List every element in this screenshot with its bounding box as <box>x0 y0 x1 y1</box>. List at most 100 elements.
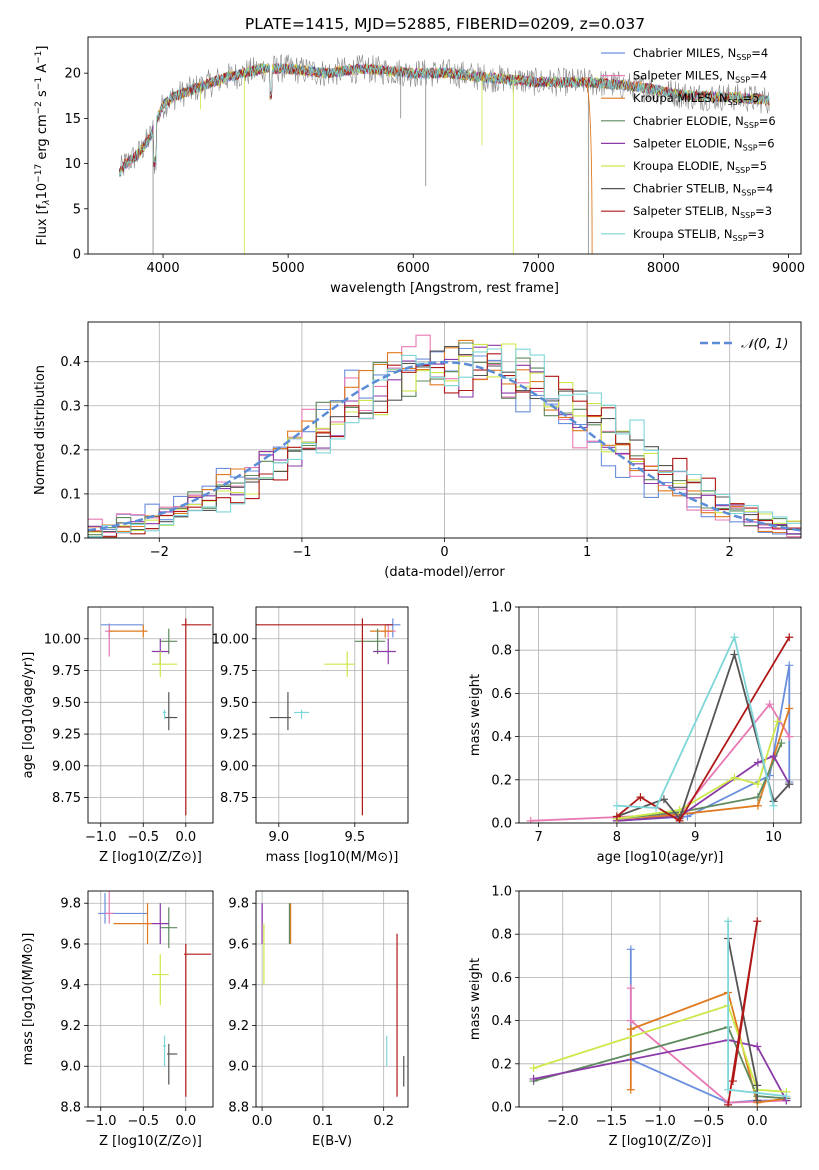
weight-line-kroupa_elodie <box>533 1004 787 1093</box>
legend-label-gaussian: 𝒩(0, 1) <box>741 337 788 352</box>
y-tick-label: 9.0 <box>228 1060 249 1075</box>
x-tick-label: 9 <box>691 830 699 845</box>
y-tick-label: 8.75 <box>220 791 249 806</box>
x-tick-label: 0.1 <box>313 1114 334 1129</box>
weight-marker-salpeter_miles <box>626 1016 635 1025</box>
weight-marker-salpeter_miles <box>526 816 535 823</box>
legend-label-salpeter_miles: Salpeter MILES, NSSP=4 <box>633 69 767 85</box>
y-axis-label: age [log10(age/yr)] <box>21 652 36 779</box>
y-tick-label: 9.0 <box>60 1060 81 1075</box>
chart-residuals: −2 −1 0 1 2 0.0 0.1 0.2 0.3 0.4 (data-model)/error… <box>33 321 802 580</box>
weight-marker-salpeter_miles <box>785 732 794 741</box>
chart-age_vs_mass: 9.0 9.5 8.75 9.00 9.25 9.50 9.75 10.00 mass [log… <box>212 606 409 865</box>
y-tick-label: 10.00 <box>44 632 81 647</box>
axes-frame <box>87 606 214 824</box>
x-tick-label: 7000 <box>522 261 555 276</box>
x-tick-label: −0.5 <box>127 830 159 845</box>
y-tick-label: 1.0 <box>491 885 512 900</box>
y-tick-label: 8.75 <box>52 791 81 806</box>
weight-marker-kroupa_stelib <box>612 801 621 810</box>
chart-mass_vs_ebv: 0.0 0.1 0.2 8.8 9.0 9.2 9.4 9.6 9.8 E(B-V) <box>228 890 409 1149</box>
y-tick-label: 9.6 <box>60 937 81 952</box>
x-tick-label: 0.0 <box>252 1114 273 1129</box>
x-tick-label: 4000 <box>147 261 180 276</box>
x-tick-label: 9.0 <box>268 830 289 845</box>
histogram-kroupa_stelib <box>88 348 801 538</box>
weight-marker-kroupa_stelib <box>769 801 778 810</box>
x-axis-label: wavelength [Angstrom, rest frame] <box>330 281 559 296</box>
y-tick-label: 0.0 <box>60 532 81 547</box>
weight-marker-salpeter_stelib <box>724 1100 733 1107</box>
y-tick-label: 0.6 <box>491 971 512 986</box>
y-tick-label: 0.1 <box>60 487 81 502</box>
weight-marker-kroupa_elodie <box>753 780 762 789</box>
chart-spectrum: 4000 5000 6000 7000 8000 9000 0 5 10 15 20 waveleng… <box>34 36 805 296</box>
weight-line-salpeter_stelib <box>616 636 791 823</box>
y-axis-label: mass [log10(M/M⊙)] <box>21 933 36 1066</box>
x-tick-label: 8000 <box>647 261 680 276</box>
weight-marker-kroupa_elodie <box>730 773 739 782</box>
y-tick-label: 10 <box>64 157 81 172</box>
y-tick-label: 9.8 <box>228 897 249 912</box>
weight-line-salpeter_elodie <box>533 1039 788 1101</box>
y-tick-label: 9.50 <box>52 696 81 711</box>
axes-frame <box>518 890 802 1108</box>
y-tick-label: 9.25 <box>52 728 81 743</box>
x-tick-label: −2 <box>150 545 169 560</box>
y-tick-label: 9.25 <box>220 728 249 743</box>
legend-label-chabrier_stelib: Chabrier STELIB, NSSP=4 <box>633 182 773 198</box>
x-tick-label: 2 <box>726 545 734 560</box>
x-tick-label: 5000 <box>272 261 305 276</box>
y-tick-label: 0.0 <box>491 817 512 832</box>
y-tick-label: 0.2 <box>491 773 512 788</box>
weight-marker-chabrier_miles <box>785 661 794 670</box>
y-tick-label: 0.4 <box>60 355 81 370</box>
weight-marker-kroupa_elodie <box>529 1064 538 1073</box>
y-tick-label: 15 <box>64 112 81 127</box>
x-tick-label: −1 <box>292 545 311 560</box>
weight-marker-chabrier_stelib <box>753 1096 762 1105</box>
x-axis-label: age [log10(age/yr)] <box>597 850 724 865</box>
weight-marker-salpeter_elodie <box>529 1074 538 1083</box>
legend-label-kroupa_elodie: Kroupa ELODIE, NSSP=5 <box>633 159 767 175</box>
weight-marker-salpeter_elodie <box>769 752 778 761</box>
y-tick-label: 9.4 <box>60 978 81 993</box>
weight-line-salpeter_miles <box>530 702 791 822</box>
weight-marker-kroupa_miles <box>626 1025 635 1034</box>
y-tick-label: 9.2 <box>228 1019 249 1034</box>
x-tick-label: 0 <box>440 545 448 560</box>
x-axis-label: Z [log10(Z/Z⊙)] <box>609 1134 712 1149</box>
weight-marker-salpeter_elodie <box>753 1042 762 1051</box>
y-tick-label: 0.8 <box>491 644 512 659</box>
axes-frame <box>87 890 214 1108</box>
x-tick-label: 0.0 <box>747 1114 768 1129</box>
weight-marker-kroupa_stelib <box>724 917 733 926</box>
legend-label-chabrier_miles: Chabrier MILES, NSSP=4 <box>633 46 768 62</box>
weight-marker-chabrier_stelib <box>659 795 668 804</box>
y-tick-label: 0.2 <box>60 443 81 458</box>
x-tick-label: −0.5 <box>693 1114 725 1129</box>
chart-mass_vs_Z: −1.0 −0.5 0.0 8.8 9.0 9.2 9.4 9.6 9.8 Z [log10(Z/… <box>21 890 214 1149</box>
model-spectrum-kroupa_stelib <box>119 62 770 177</box>
weight-marker-chabrier_stelib <box>730 650 739 659</box>
plot-area <box>519 607 801 823</box>
y-tick-label: 9.75 <box>220 664 249 679</box>
x-tick-label: 6000 <box>397 261 430 276</box>
y-tick-label: 9.00 <box>52 759 81 774</box>
weight-marker-kroupa_stelib <box>730 633 739 642</box>
x-tick-label: −0.5 <box>127 1114 159 1129</box>
weight-marker-salpeter_stelib <box>728 1077 737 1086</box>
plot-area <box>519 891 801 1107</box>
x-tick-label: 8 <box>613 830 621 845</box>
weight-line-chabrier_stelib <box>616 651 790 821</box>
x-tick-label: 10 <box>765 830 782 845</box>
chart-weight_vs_age: 7 8 9 10 0.0 0.2 0.4 0.6 0.8 1.0 age [log10(age/yr… <box>468 601 802 865</box>
y-tick-label: 9.75 <box>52 664 81 679</box>
y-tick-label: 9.00 <box>220 759 249 774</box>
weight-marker-salpeter_stelib <box>612 812 621 821</box>
axes-frame <box>87 321 802 539</box>
weight-line-kroupa_stelib <box>616 634 775 809</box>
y-tick-label: 0.8 <box>491 928 512 943</box>
